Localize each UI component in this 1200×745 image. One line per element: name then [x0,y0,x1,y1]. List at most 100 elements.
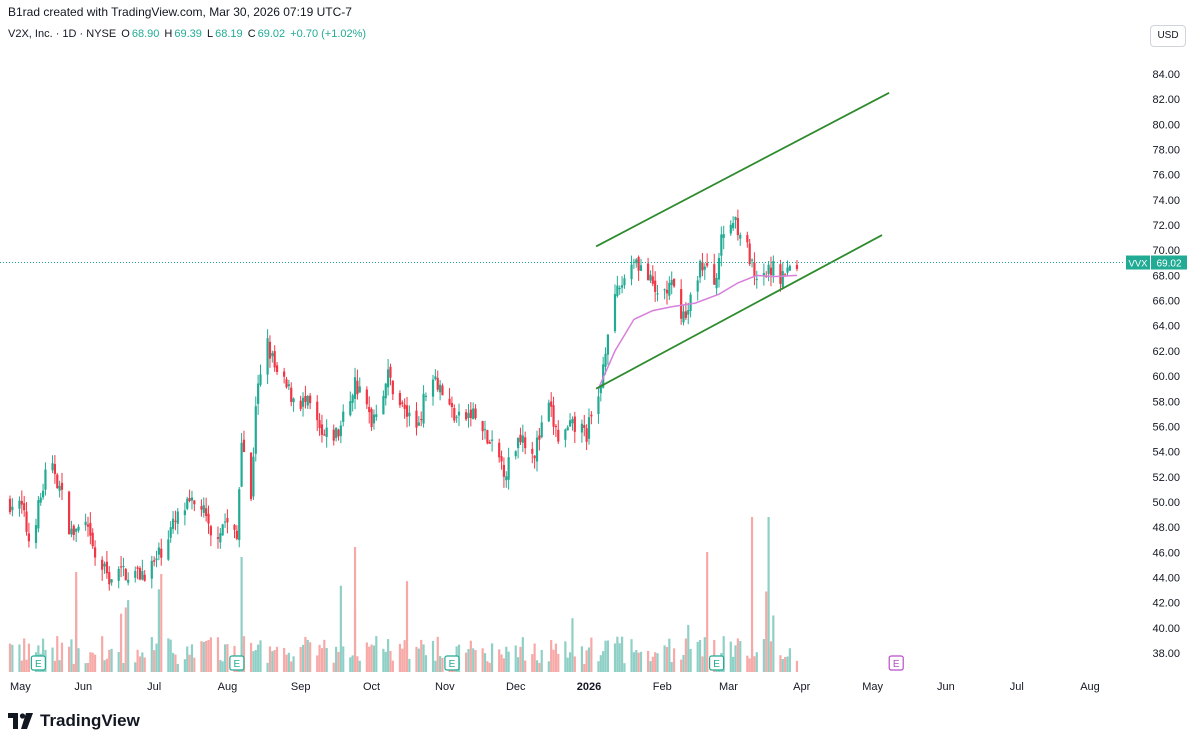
volume-bar [670,662,673,672]
volume-bar [706,552,709,672]
volume-bar [401,648,404,672]
candle-body [259,374,262,385]
volume-bar [618,643,621,672]
volume-bar [514,645,517,672]
volume-bar [18,644,21,672]
volume-bar [672,648,676,672]
axes: 38.00 40.00 42.00 44.00 46.00 48.00 50.00 52.00… [10,69,1187,693]
volume-bar [141,652,144,672]
volume-bar [27,643,31,672]
candle-body [717,257,721,280]
volume-bar [583,663,586,672]
volume-bar [382,648,385,672]
candle-body [335,427,338,439]
volume-bar [153,650,156,672]
candle-body [467,413,470,418]
candle-body [665,289,669,294]
volume-bar [585,650,588,672]
volume-bar [216,637,220,672]
candle-body [41,490,45,498]
y-tick-label: 40.00 [1152,623,1180,635]
y-tick-label: 56.00 [1152,421,1180,433]
volume-bar [500,654,503,672]
y-tick-label: 82.00 [1152,94,1180,106]
volume-bar [257,644,260,672]
candle-body [58,485,61,491]
candle-body [238,489,241,541]
volume-bar [169,639,172,672]
candle-body [516,437,520,449]
candle-body [540,422,543,438]
volume-bar [540,649,543,672]
volume-bar [616,636,619,672]
volume-bar [339,585,342,672]
candle-body [20,500,23,505]
volume-bar [472,648,475,672]
candle-body [44,469,47,490]
candle-body [356,380,359,395]
volume-bar [519,646,522,672]
candle-body [320,424,324,435]
last-price-tag: VVX 69.02 [1126,255,1187,270]
volume-bar [736,638,739,672]
candle-body [472,408,475,420]
candle-body [448,398,451,405]
volume-bar [271,651,274,672]
volume-bar [639,651,643,672]
volume-bar [734,645,737,672]
candle-body [436,378,439,390]
earnings-box [888,655,904,671]
candle-body [342,411,345,422]
volume-bar [268,646,272,672]
volume-bar [682,654,685,672]
candle-body [502,464,506,477]
candle-body [25,511,28,532]
volume-bars [8,517,799,672]
volume-bar [623,663,626,672]
candle-body [415,410,418,428]
y-tick-label: 64.00 [1152,321,1180,333]
volume-bar [60,642,64,672]
volume-bar [252,651,255,672]
volume-bar [420,639,423,672]
channel-upper-line [595,91,890,248]
y-tick-label: 70.00 [1152,245,1180,257]
candle-body [583,425,586,429]
volume-bar [387,639,390,672]
candle-body [580,423,584,433]
candle-body [698,261,702,278]
candle-body [53,464,57,474]
candle-body [134,570,137,578]
candle-body [422,393,425,424]
volume-bar [53,660,57,672]
volume-bar [190,644,194,672]
currency-button[interactable]: USD [1150,25,1186,47]
volume-bar [209,637,212,672]
ticker-tag-bg [1126,255,1150,270]
earnings-marker-upcoming: E [888,655,904,671]
volume-bar [753,656,756,672]
volume-bar [275,646,279,672]
candle-body [257,383,260,404]
volume-bar [309,642,312,672]
volume-bar [568,652,572,672]
candle-body [86,524,90,527]
candle-body [564,429,567,440]
volume-bar [370,644,373,672]
candle-body [368,406,371,413]
candle-body [171,518,175,529]
volume-bar [656,653,659,672]
candle-body [285,379,288,388]
candle-body [720,234,723,256]
candle-body [75,528,78,532]
volume-bar [498,649,501,672]
volume-bar [304,636,307,672]
volume-bar [431,641,435,672]
volume-bar [665,646,669,672]
candle-body [635,259,638,264]
candle-body [746,235,749,243]
candle-body [89,522,92,536]
volume-bar [696,641,699,672]
earnings-letter: E [234,659,241,670]
